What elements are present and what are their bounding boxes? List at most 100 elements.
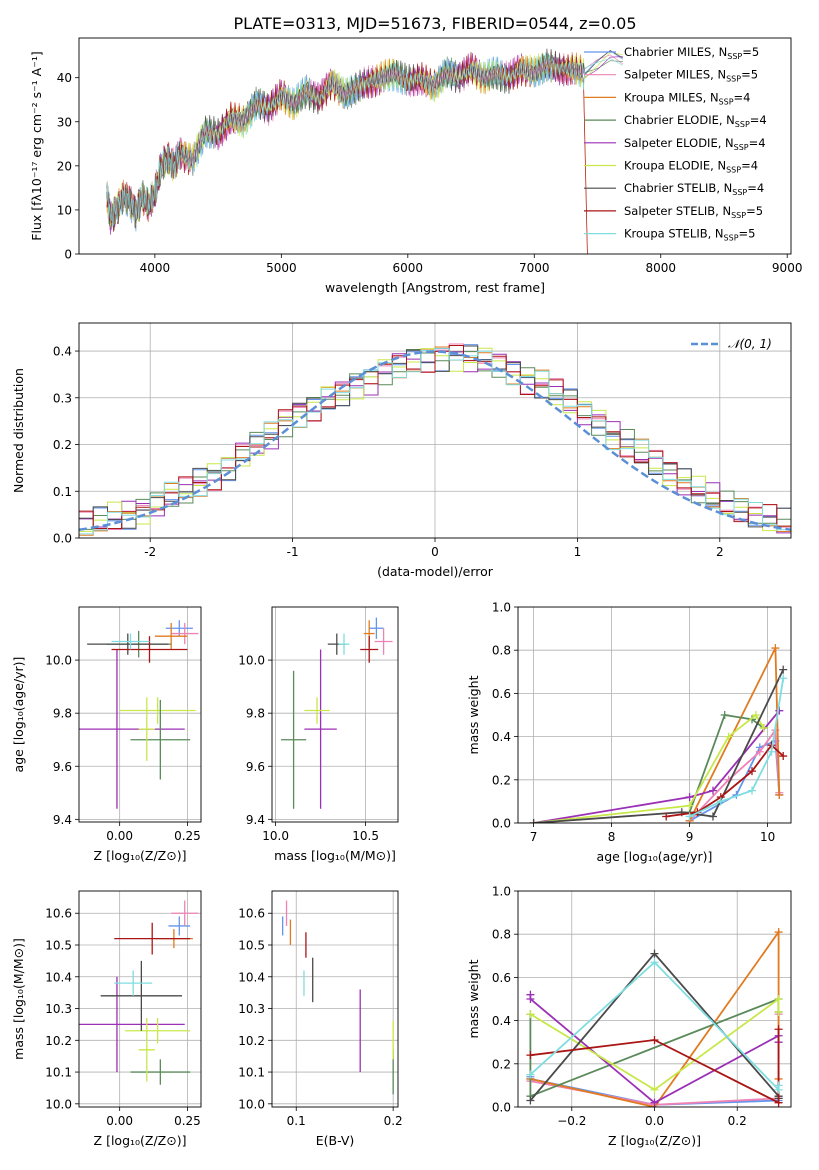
plot-area [518,607,791,823]
x-axis-label: Z [log₁₀(Z/Z⊙)] [94,1133,187,1148]
hist-ks [79,347,791,535]
y-tick-label: 10.4 [45,970,72,984]
legend-label-cm: Chabrier MILES, NSSP=5 [624,45,759,61]
legend-n: =4 [741,159,758,173]
legend-label-cs: Chabrier STELIB, NSSP=4 [624,181,764,197]
x-tick-label: 9 [686,830,694,844]
legend-label-sm: Salpeter MILES, NSSP=5 [624,68,758,84]
weight-marker-ks [526,1070,535,1079]
y-tick-label: 10.4 [238,970,265,984]
y-tick-label: 0.2 [492,773,511,787]
weight-line-ke [529,997,780,1091]
weight-marker-km [771,644,780,653]
x-tick-label: 0.2 [384,1114,403,1128]
axes-frame [271,890,399,1108]
spectrum-line-ks [106,52,623,228]
weight-marker-ks [650,958,659,967]
x-tick-label: 0.2 [728,1114,747,1128]
x-tick-label: 1 [574,545,582,559]
axes-frame [517,606,792,824]
y-tick-label: 10.1 [45,1066,72,1080]
y-tick-label: 10.0 [238,1097,265,1111]
legend-n: =4 [734,90,751,104]
y-axis-label: Flux [fλ10⁻¹⁷ erg cm⁻² s⁻¹ A⁻¹] [29,51,44,240]
panel-age_vs_Z: 0.00 0.25 9.4 9.6 9.8 10.0 Z [log₁₀(Z/Z⊙)] age … [11,606,202,863]
weight-marker-ke [774,995,783,1003]
y-tick-label: 0.1 [53,485,72,499]
y-tick-label: 10.3 [45,1002,72,1016]
legend-label-ks: Kroupa STELIB, NSSP=5 [624,227,755,243]
x-axis-label: E(B-V) [316,1133,355,1148]
legend-n: =5 [746,204,763,218]
panel-spectrum: 4000 5000 6000 7000 8000 9000 0 10 20 30 40 wavelen… [29,37,802,295]
legend-n: =4 [749,136,766,150]
y-tick-label: 10.0 [45,654,72,668]
spectrum-legend: Chabrier MILES, NSSP=5 Salpeter MILES, NS… [584,45,767,243]
y-axis-label: mass [log₁₀(M/M⊙)] [11,938,26,1060]
y-tick-label: 10.2 [238,1034,265,1048]
weight-marker-ks [774,1081,783,1090]
plot-area [518,891,791,1107]
y-tick-label: 0.4 [492,730,511,744]
axes-frame [78,606,202,823]
weight-line-ke [533,713,765,823]
normal-curve [79,350,791,532]
weight-marker-ce [720,711,729,719]
x-tick-label: 0.25 [174,829,201,843]
y-tick-label: 20 [57,159,72,173]
axes-frame [271,606,399,823]
y-axis-label: mass weight [466,959,481,1038]
legend-sub: SSP [732,188,747,197]
weight-marker-ks [767,747,776,756]
x-axis-label: Z [log₁₀(Z/Z⊙)] [94,848,187,863]
y-tick-label: 0.4 [53,345,72,359]
x-tick-label: 4000 [140,261,171,275]
y-tick-label: 0 [64,248,72,262]
figure-title: PLATE=0313, MJD=51673, FIBERID=0544, z=0… [233,14,636,33]
legend-n: =5 [741,68,758,82]
y-tick-label: 30 [57,115,72,129]
legend-sub: SSP [724,234,739,243]
y-tick-label: 9.8 [53,707,72,721]
panel-residuals: -2 -1 0 1 2 0.0 0.1 0.2 0.3 0.4 (data-model)/error… [11,322,792,579]
x-tick-label: 7000 [519,261,550,275]
x-tick-label: 8000 [645,261,676,275]
legend-sub: SSP [735,120,750,129]
spectrum-line-cs [106,48,623,231]
weight-marker-ks [779,674,788,683]
weight-line-se [533,710,780,823]
plot-area [79,607,201,822]
weight-marker-ke [774,1007,783,1016]
weight-marker-ke [685,801,694,810]
y-tick-label: 0.0 [492,817,511,831]
x-tick-label: 2 [716,545,724,559]
legend-sub: SSP [726,166,741,175]
plot-area [272,607,398,822]
panel-weight_vs_age: 7 8 9 10 0.0 0.2 0.4 0.6 0.8 1.0 age [log₁₀(age/yr… [466,601,792,864]
weight-marker-ss [774,1098,783,1107]
weight-marker-ke [759,723,768,732]
legend-sub: SSP [734,143,749,152]
y-tick-label: 9.4 [246,813,265,827]
x-axis-label: mass [log₁₀(M/M⊙)] [274,848,396,863]
weight-marker-km [774,928,783,937]
y-tick-label: 0.8 [492,644,511,658]
weight-marker-se [709,786,717,795]
y-axis-label: mass weight [466,675,481,754]
y-tick-label: 1.0 [492,885,511,899]
legend-label-normal: 𝒩(0, 1) [728,337,772,351]
weight-marker-ke [751,711,760,719]
plot-area [79,323,791,538]
weight-line-ss [666,743,784,818]
x-tick-label: 0.00 [106,829,133,843]
x-axis-label: (data-model)/error [377,564,494,579]
x-tick-label: 6000 [393,261,424,275]
y-tick-label: 10.6 [45,907,72,921]
y-tick-label: 9.6 [246,760,265,774]
legend-sub: SSP [719,97,734,106]
weight-marker-cs [529,819,538,823]
y-tick-label: 10 [57,203,72,217]
weight-marker-sm [755,747,764,756]
y-tick-label: 0.4 [492,1014,511,1028]
